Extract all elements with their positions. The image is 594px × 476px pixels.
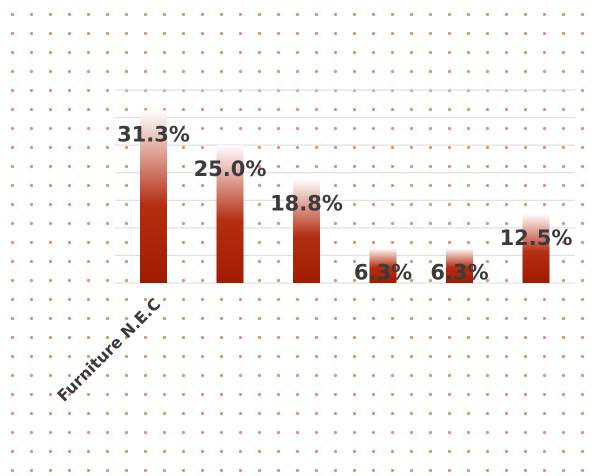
category-labels: Furniture N.E.C	[53, 294, 164, 405]
data-labels: 31.3%25.0%18.8% 6.3% 6.3% 12.5%	[117, 122, 572, 284]
bar	[140, 110, 167, 283]
gridlines	[115, 89, 575, 284]
data-label: 6.3%	[430, 260, 488, 284]
category-label: Furniture N.E.C	[53, 294, 164, 405]
bar	[522, 214, 550, 283]
bars	[140, 110, 550, 283]
data-label: 12.5%	[500, 226, 573, 250]
data-label: 18.8%	[270, 191, 343, 215]
data-label: 31.3%	[117, 122, 190, 146]
bar	[216, 145, 244, 283]
data-label: 6.3%	[354, 260, 412, 284]
bar	[446, 248, 473, 283]
bar	[369, 248, 397, 283]
bar	[293, 179, 320, 283]
data-label: 25.0%	[194, 157, 267, 181]
